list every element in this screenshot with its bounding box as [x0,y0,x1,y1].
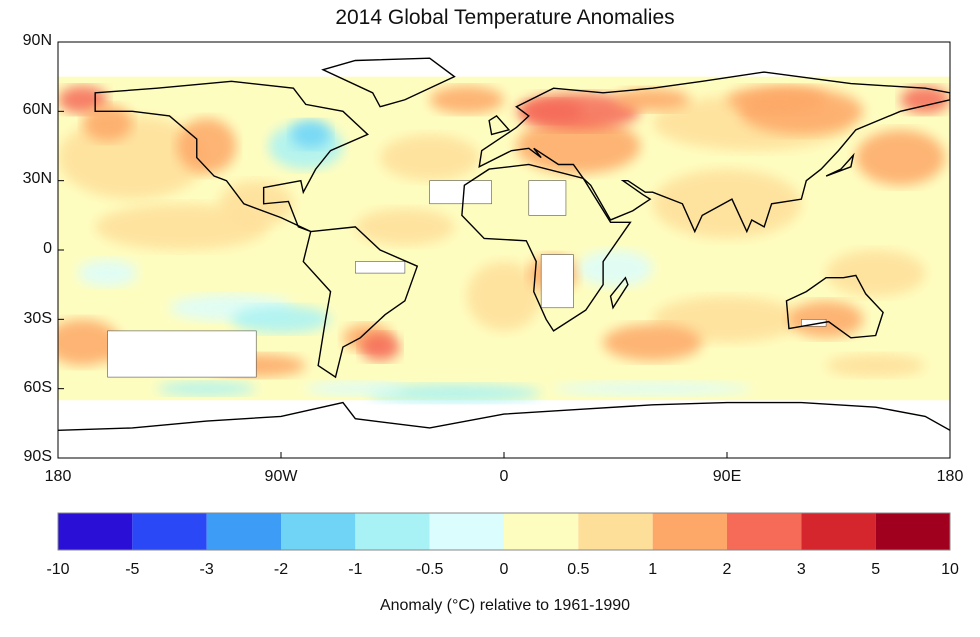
colorbar-swatch [504,513,579,550]
anomaly-region [578,250,653,287]
anomaly-region [176,118,237,174]
anomaly-region [726,85,827,114]
colorbar-tick-label: 1 [648,561,658,578]
no-data-region [355,261,406,274]
colorbar-tick-label: 2 [722,561,732,578]
colorbar-swatch [875,513,950,550]
anomaly-region [603,323,703,361]
colorbar-swatch [58,513,133,550]
x-tick-label: 180 [44,468,72,485]
anomaly-region [523,99,584,123]
x-tick-label: 0 [499,468,509,485]
coastline-africa [461,163,632,332]
anomaly-region [82,104,133,142]
no-data-region [801,319,827,327]
anomaly-region [553,381,752,396]
coastline-antarctica [58,401,950,431]
anomaly-region [58,319,120,366]
y-tick-label: 60S [23,379,52,396]
coastline-uk [488,115,511,136]
coastline-eurasia [478,71,950,234]
coastline-madagascar [609,276,629,310]
y-tick-label: 30N [22,170,52,187]
anomaly-region [516,118,641,174]
anomaly-region [305,381,405,396]
anomaly-region [900,85,950,114]
colorbar-tick-label: 5 [871,561,881,578]
colorbar-tick-label: -1 [348,561,363,578]
colorbar-tick-label: 0.5 [567,561,590,578]
colorbar-tick-label: 10 [941,561,959,578]
y-tick-label: 30S [23,310,52,327]
colorbar-tick-label: -10 [46,561,70,578]
colorbar-swatch [132,513,207,550]
anomaly-region [466,261,542,331]
colorbar-swatch [652,513,727,550]
colorbar-swatch [429,513,504,550]
y-tick-label: 60N [22,101,52,118]
anomaly-region [826,250,926,297]
anomaly-region [77,259,138,287]
anomaly-region [615,88,690,112]
no-data-region [540,254,574,309]
x-tick-label: 180 [936,468,964,485]
coastline-south-america [302,226,419,379]
anomaly-region [855,129,946,186]
y-tick-label: 90S [23,448,52,465]
colorbar-tick-label: -3 [199,561,214,578]
colorbar-swatch [801,513,876,550]
anomaly-region [360,333,400,361]
colorbar-swatch [206,513,281,550]
anomaly-region [219,180,294,227]
anomaly-region [290,120,331,149]
colorbar-tick-label: -0.5 [415,561,444,578]
colorbar-tick-label: 0 [499,561,509,578]
colorbar-swatch [355,513,430,550]
anomaly-region [652,169,802,239]
anomaly-region [826,354,926,378]
colorbar-swatch [281,513,356,550]
x-tick-label: 90W [264,468,298,485]
colorbar-label: Anomaly (°C) relative to 1961-1990 [379,597,631,614]
colorbar-tick-label: 3 [796,561,806,578]
colorbar-swatch [727,513,802,550]
coastline-greenland [321,57,456,108]
colorbar-swatch [578,513,653,550]
colorbar-tick-label: -5 [125,561,140,578]
no-data-region [429,180,492,205]
y-tick-label: 90N [22,32,52,49]
coastline-north-america [94,80,369,233]
no-data-region [107,330,257,378]
x-tick-label: 90E [712,468,742,485]
chart-title: 2014 Global Temperature Anomalies [335,6,675,29]
y-tick-label: 0 [43,240,52,257]
coastline-japan [825,152,855,177]
colorbar-tick-label: -2 [273,561,289,578]
colorbar-frame [57,512,951,551]
anomaly-region [429,85,505,114]
no-data-region [528,180,567,216]
anomaly-region [355,208,455,246]
anomaly-region [231,305,331,334]
anomaly-region [157,381,257,396]
anomaly-region [380,134,480,181]
coastline-australia [785,274,884,339]
anomaly-region [367,384,542,403]
